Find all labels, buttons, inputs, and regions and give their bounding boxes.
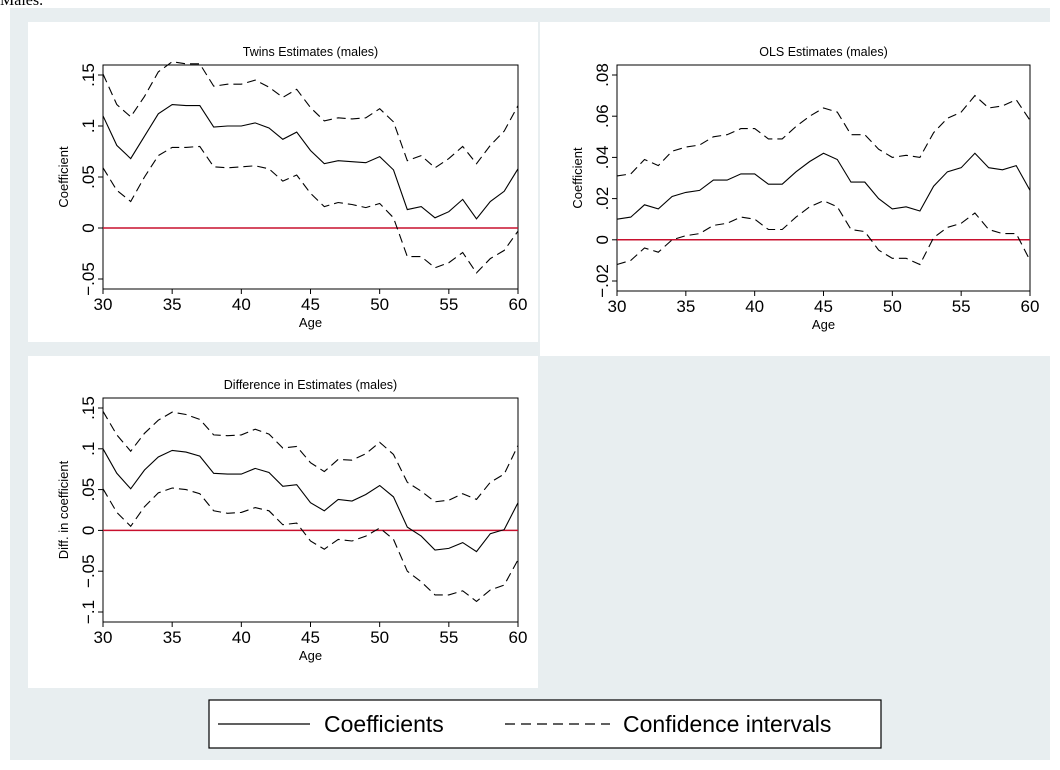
x-tick-label: 55 bbox=[952, 297, 971, 316]
upper-ci-line bbox=[102, 411, 519, 503]
y-tick-label: .05 bbox=[79, 165, 98, 189]
lower-ci-line bbox=[616, 200, 1031, 266]
panel-difference bbox=[28, 356, 538, 688]
x-tick-label: 35 bbox=[676, 297, 695, 316]
y-tick-label: .08 bbox=[593, 63, 612, 87]
x-tick-label: 40 bbox=[232, 295, 251, 314]
x-tick-label: 35 bbox=[163, 295, 182, 314]
y-tick-label: .02 bbox=[593, 187, 612, 211]
x-tick-label: 30 bbox=[94, 628, 113, 647]
x-tick-label: 30 bbox=[608, 297, 627, 316]
legend-solid-label: Coefficients bbox=[324, 711, 444, 737]
x-tick-label: 55 bbox=[439, 295, 458, 314]
x-tick-label: 60 bbox=[509, 295, 528, 314]
x-tick-label: 50 bbox=[883, 297, 902, 316]
x-tick-label: 45 bbox=[301, 295, 320, 314]
coefficient-line bbox=[616, 152, 1031, 220]
x-tick-label: 40 bbox=[745, 297, 764, 316]
x-tick-label: 60 bbox=[1021, 297, 1040, 316]
x-tick-label: 30 bbox=[94, 295, 113, 314]
y-tick-label: .1 bbox=[79, 119, 98, 133]
panel-ols bbox=[540, 22, 1050, 356]
legend-dashed-label: Confidence intervals bbox=[623, 711, 831, 737]
y-tick-label: .1 bbox=[79, 442, 98, 456]
y-tick-label: −.1 bbox=[79, 600, 98, 624]
x-tick-label: 35 bbox=[163, 628, 182, 647]
y-tick-label: −.02 bbox=[593, 264, 612, 298]
y-tick-label: .04 bbox=[593, 146, 612, 170]
chart-twins: Twins Estimates (males) 30 35 40 45 50 55 60 Age… bbox=[56, 45, 527, 330]
x-axis-label: Age bbox=[299, 315, 322, 330]
panel-twins bbox=[28, 22, 538, 342]
upper-ci-line bbox=[616, 94, 1031, 177]
coefficient-line bbox=[102, 448, 519, 553]
y-tick-label: 0 bbox=[79, 526, 98, 535]
x-tick-label: 55 bbox=[439, 628, 458, 647]
y-tick-label: −.05 bbox=[79, 554, 98, 588]
chart-difference: Difference in Estimates (males) 30 35 40 45 5… bbox=[56, 378, 527, 663]
chart-title: Difference in Estimates (males) bbox=[224, 378, 397, 392]
upper-ci-line bbox=[102, 61, 519, 169]
x-tick-label: 45 bbox=[814, 297, 833, 316]
x-tick-label: 50 bbox=[370, 295, 389, 314]
y-axis-label: Coefficient bbox=[570, 147, 585, 209]
chart-ols: OLS Estimates (males) 30 35 40 45 50 55 60 Age −.… bbox=[570, 45, 1039, 332]
x-tick-label: 60 bbox=[509, 628, 528, 647]
y-tick-label: .06 bbox=[593, 104, 612, 128]
charts-layer: Twins Estimates (males) 30 35 40 45 50 55 60 Age… bbox=[56, 45, 1039, 663]
y-tick-label: 0 bbox=[79, 223, 98, 232]
x-tick-label: 45 bbox=[301, 628, 320, 647]
legend: Coefficients Confidence intervals bbox=[208, 699, 882, 749]
y-tick-label: 0 bbox=[593, 235, 612, 244]
x-axis-label: Age bbox=[812, 317, 835, 332]
y-axis-label: Diff. in coefficient bbox=[56, 460, 71, 559]
x-tick-label: 40 bbox=[232, 628, 251, 647]
y-axis-label: Coefficient bbox=[56, 146, 71, 208]
coefficient-line bbox=[102, 104, 519, 220]
caption-fragment: Males. bbox=[0, 0, 44, 9]
chart-title: OLS Estimates (males) bbox=[759, 45, 888, 59]
y-tick-label: .15 bbox=[79, 63, 98, 87]
y-tick-label: .05 bbox=[79, 478, 98, 502]
lower-ci-line bbox=[102, 145, 519, 274]
lower-ci-line bbox=[102, 487, 519, 603]
x-tick-label: 50 bbox=[370, 628, 389, 647]
x-axis-label: Age bbox=[299, 648, 322, 663]
y-tick-label: −.05 bbox=[79, 262, 98, 296]
y-tick-label: .15 bbox=[79, 396, 98, 420]
chart-title: Twins Estimates (males) bbox=[243, 45, 378, 59]
